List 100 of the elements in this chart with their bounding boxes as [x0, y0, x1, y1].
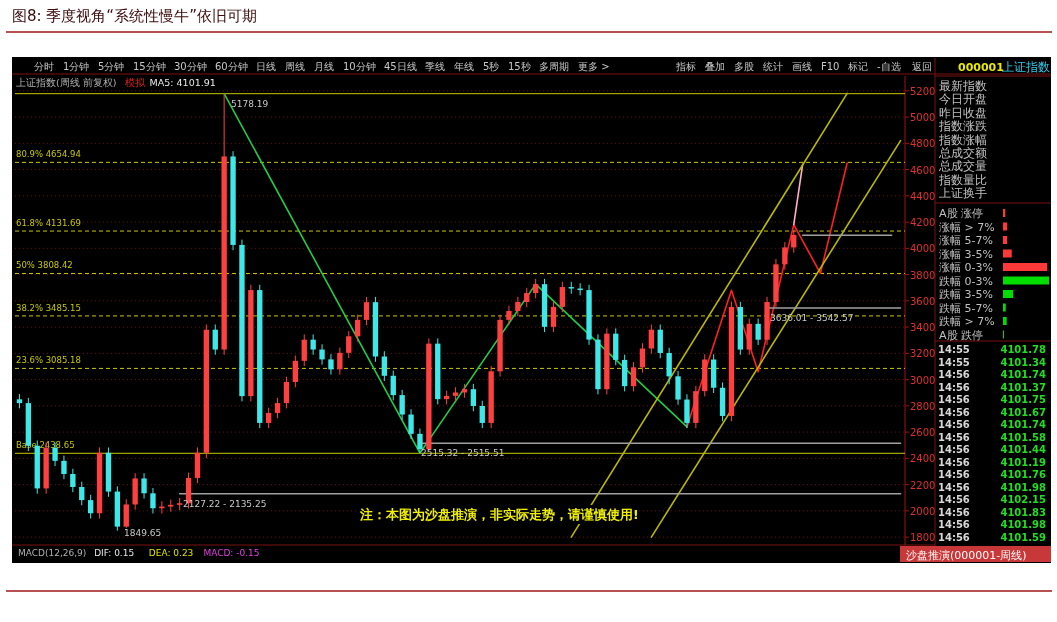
- annotation: 1849.65: [124, 528, 162, 538]
- y-tick-label: 3600: [910, 295, 936, 307]
- bar: [1003, 303, 1006, 312]
- candlestick: [675, 370, 681, 406]
- data-label: 4102.15: [1000, 494, 1047, 505]
- candlestick: [319, 343, 325, 366]
- ref-line-label: 23.6% 3085.18: [16, 355, 81, 366]
- candlestick: [506, 305, 512, 326]
- line-series: [223, 92, 688, 454]
- candlestick: [346, 330, 352, 359]
- y-tick-label: 涨幅 3-5%: [939, 247, 993, 261]
- category-label: 14:56: [938, 456, 970, 468]
- category-label: 14:56: [938, 394, 970, 405]
- bar: [1003, 276, 1049, 285]
- category-label: 14:56: [938, 469, 970, 480]
- candlestick: [292, 355, 299, 388]
- y-tick-label: 4600: [910, 164, 936, 176]
- text: 总成交额: [938, 146, 987, 160]
- text: 沙盘推演(000001-周线): [906, 549, 1027, 562]
- text: 多股: [734, 61, 754, 72]
- category-label: 14:56: [938, 506, 970, 518]
- candlestick: [550, 301, 557, 333]
- text: 15分钟: [133, 61, 166, 72]
- y-tick-label: 2400: [910, 453, 936, 465]
- data-label: 4101.76: [1000, 469, 1047, 480]
- data-label: 4101.58: [1000, 431, 1047, 443]
- y-tick-label: 跌幅 0-3%: [939, 274, 993, 288]
- candlestick: [274, 397, 281, 419]
- candlestick: [87, 494, 94, 519]
- y-tick-label: 3400: [910, 322, 936, 334]
- y-tick-label: 3200: [910, 348, 936, 360]
- candlestick: [408, 408, 414, 440]
- data-label: 4101.34: [1000, 356, 1047, 368]
- text: 更多 >: [578, 61, 610, 72]
- y-tick-label: 4200: [910, 217, 936, 229]
- candlestick: [123, 498, 129, 529]
- candlestick: [381, 350, 388, 382]
- category-label: 14:56: [938, 531, 970, 543]
- candlestick: [639, 342, 646, 374]
- text: 1分钟: [63, 61, 90, 72]
- text: 上证指数: [1002, 60, 1050, 74]
- y-tick-label: 2600: [910, 427, 936, 439]
- candlestick: [532, 278, 539, 299]
- candlestick: [399, 389, 405, 421]
- y-tick-label: 涨幅 > 7%: [939, 220, 995, 234]
- data-label: 4101.19: [1000, 456, 1047, 468]
- text: F10: [821, 61, 840, 72]
- candlestick: [283, 376, 290, 409]
- candlestick: [559, 281, 566, 313]
- annotation: 5178.19: [231, 98, 269, 109]
- text: 15秒: [508, 61, 531, 72]
- y-tick-label: 4400: [910, 190, 936, 202]
- text: 最新指数: [939, 79, 987, 93]
- text: DEA: 0.23: [148, 548, 194, 558]
- text: 总成交量: [938, 159, 987, 174]
- category-label: 14:55: [938, 344, 970, 355]
- candlestick: [630, 361, 637, 392]
- text: 5秒: [483, 61, 500, 72]
- data-label: 4101.78: [1000, 344, 1047, 355]
- y-tick-label: 1800: [910, 532, 936, 544]
- ref-line-label: 80.9% 4654.94: [16, 149, 81, 160]
- text: 周线: [285, 61, 305, 72]
- data-label: 4101.74: [1000, 419, 1047, 430]
- candlestick: [524, 287, 530, 308]
- candlestick: [141, 472, 147, 500]
- data-label: 4101.59: [1000, 531, 1047, 543]
- candlestick: [666, 347, 672, 385]
- category-label: 14:56: [938, 519, 970, 530]
- data-label: 4101.67: [1000, 406, 1047, 418]
- text: MACD(12,26,9): [18, 548, 87, 558]
- y-tick-label: 跌幅 > 7%: [939, 315, 995, 328]
- y-tick-label: 涨幅 0-3%: [939, 261, 993, 274]
- annotation: 注：本图为沙盘推演，非实际走势，请谨慎使用!: [359, 507, 639, 522]
- text: 日线: [256, 61, 276, 72]
- y-tick-label: 跌幅 5-7%: [939, 301, 993, 315]
- text: 指标: [675, 61, 696, 72]
- candlestick: [684, 393, 690, 429]
- text: 叠加: [705, 61, 725, 72]
- text: 10分钟: [343, 61, 376, 72]
- text: 指数涨幅: [938, 132, 987, 147]
- data-label: 4101.75: [1000, 394, 1047, 405]
- text: 年线: [454, 61, 474, 72]
- text: 月线: [314, 61, 334, 72]
- text: 今日开盘: [939, 92, 987, 107]
- bar: [1003, 236, 1008, 244]
- y-tick-label: 3000: [910, 374, 936, 386]
- ref-line-label: 61.8% 4131.69: [16, 218, 81, 229]
- candlestick: [328, 353, 334, 376]
- bar: [1003, 249, 1012, 258]
- bar: [1003, 290, 1014, 298]
- bar: [1003, 263, 1048, 271]
- data-label: 4101.83: [1000, 506, 1047, 518]
- text: 60分钟: [215, 61, 248, 72]
- candlestick: [755, 318, 761, 346]
- text: DIF: 0.15: [94, 548, 135, 558]
- text: 5分钟: [98, 61, 125, 72]
- annotation: 模拟: [124, 77, 146, 88]
- candlestick: [265, 407, 272, 429]
- text: 季线: [425, 61, 445, 72]
- candlestick: [301, 333, 307, 367]
